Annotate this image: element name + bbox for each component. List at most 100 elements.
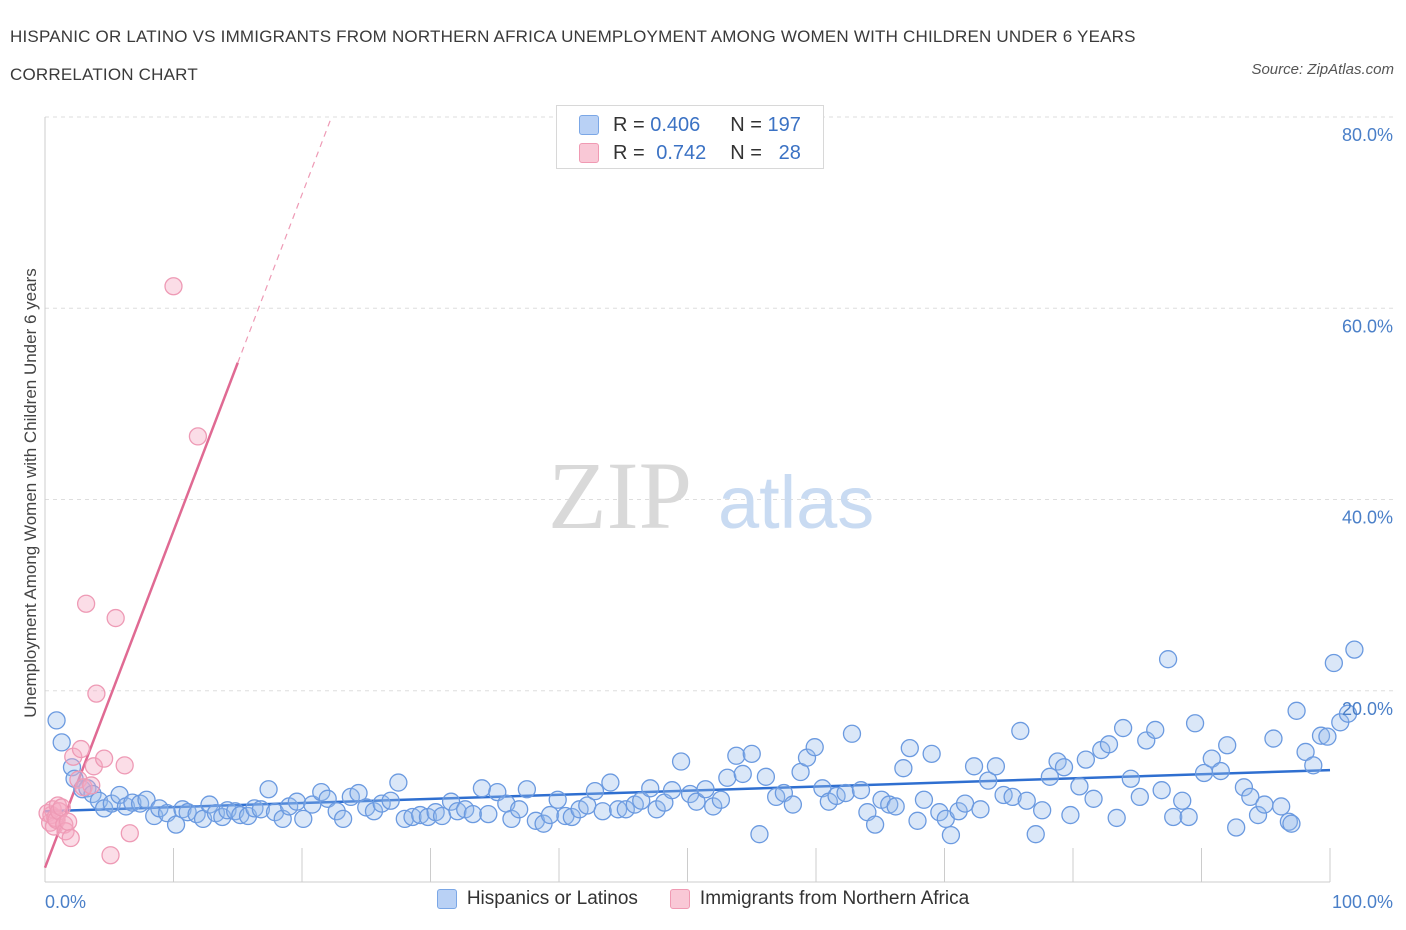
data-point — [1185, 714, 1205, 733]
legend-row-hispanics: R = 0.406 N = 197 — [579, 111, 801, 139]
data-point — [1130, 787, 1149, 807]
data-point — [333, 809, 353, 829]
data-point — [349, 783, 368, 803]
data-point — [120, 824, 139, 843]
data-point — [76, 594, 96, 613]
data-point — [601, 773, 620, 792]
data-point — [1084, 789, 1103, 808]
data-point — [562, 807, 581, 827]
n-label: N = — [730, 141, 762, 164]
data-point — [979, 771, 998, 790]
data-point — [1279, 812, 1299, 831]
data-point — [173, 800, 192, 819]
data-point — [1202, 749, 1221, 768]
data-point — [58, 812, 78, 831]
watermark-zip: ZIP — [548, 442, 692, 549]
data-point — [1173, 791, 1192, 810]
data-point — [479, 804, 498, 824]
data-point — [52, 733, 71, 752]
data-point — [783, 795, 803, 814]
data-point — [986, 757, 1006, 776]
source-credit: Source: ZipAtlas.com — [1251, 61, 1394, 78]
trend-line-immigrants-extension — [237, 116, 333, 363]
data-point — [294, 809, 313, 829]
data-point — [101, 846, 120, 865]
data-point — [1099, 735, 1119, 754]
x-tick-label: 100.0% — [1332, 892, 1393, 912]
data-point — [696, 780, 715, 799]
stats-legend: R = 0.406 N = 197 R = 0.742 N = 28 — [556, 105, 824, 169]
data-point — [106, 608, 125, 628]
data-points — [38, 277, 1364, 865]
data-point — [164, 277, 183, 296]
data-point — [1318, 727, 1337, 746]
data-point — [662, 781, 682, 800]
data-point — [750, 825, 769, 844]
data-point — [463, 804, 483, 824]
y-tick-label: 20.0% — [1342, 699, 1393, 719]
trend-lines — [43, 116, 1331, 869]
data-point — [178, 803, 197, 822]
data-point — [87, 684, 106, 703]
data-point — [1011, 721, 1030, 741]
data-point — [900, 738, 919, 758]
data-point — [1017, 791, 1036, 810]
data-point — [851, 781, 871, 800]
data-point — [593, 802, 612, 821]
n-value: 197 — [767, 113, 801, 136]
data-point — [756, 767, 776, 786]
data-point — [94, 749, 114, 768]
data-point — [71, 739, 91, 759]
legend-swatch-blue — [579, 115, 599, 135]
legend-label: Hispanics or Latinos — [466, 888, 638, 909]
data-point — [1070, 777, 1089, 796]
n-label: N = — [730, 113, 762, 136]
data-point — [922, 744, 941, 764]
data-point — [894, 759, 913, 778]
data-point — [994, 785, 1013, 805]
data-point — [245, 799, 264, 818]
y-tick-label: 80.0% — [1342, 125, 1393, 145]
data-point — [548, 790, 567, 809]
grid-lines — [45, 116, 1393, 692]
data-point — [318, 789, 337, 808]
data-point — [1227, 818, 1246, 837]
data-point — [971, 800, 990, 819]
y-tick-label: 60.0% — [1342, 316, 1393, 336]
data-point — [115, 756, 134, 775]
data-point — [137, 790, 156, 809]
data-point — [1311, 726, 1331, 745]
data-point — [64, 747, 83, 766]
data-point — [1234, 778, 1254, 797]
data-point — [632, 791, 651, 810]
x-tick-label: 0.0% — [45, 892, 86, 912]
data-point — [641, 779, 660, 798]
data-point — [1264, 729, 1283, 748]
legend-swatch-pink — [669, 889, 690, 909]
data-point — [540, 805, 560, 825]
data-point — [608, 800, 628, 819]
data-point — [1287, 701, 1306, 720]
trend-line-immigrants — [43, 362, 239, 869]
y-tick-label: 40.0% — [1342, 508, 1393, 528]
data-point — [1061, 805, 1080, 825]
data-point — [955, 794, 975, 813]
data-point — [671, 752, 691, 771]
data-point — [1211, 761, 1230, 781]
data-point — [364, 802, 384, 821]
data-point — [510, 800, 529, 819]
data-point — [1241, 787, 1260, 807]
r-value: 0.406 — [650, 113, 701, 136]
n-value: 28 — [778, 141, 801, 164]
data-point — [1033, 801, 1052, 820]
series-legend: Hispanics or Latinos Immigrants from Nor… — [0, 888, 1406, 910]
data-point — [1304, 756, 1323, 775]
data-point — [251, 800, 271, 819]
data-point — [930, 803, 949, 822]
data-point — [1113, 718, 1133, 738]
r-label: R = — [613, 113, 645, 136]
data-point — [312, 782, 331, 802]
data-point — [123, 793, 142, 812]
trend-line-hispanics — [44, 768, 1331, 813]
